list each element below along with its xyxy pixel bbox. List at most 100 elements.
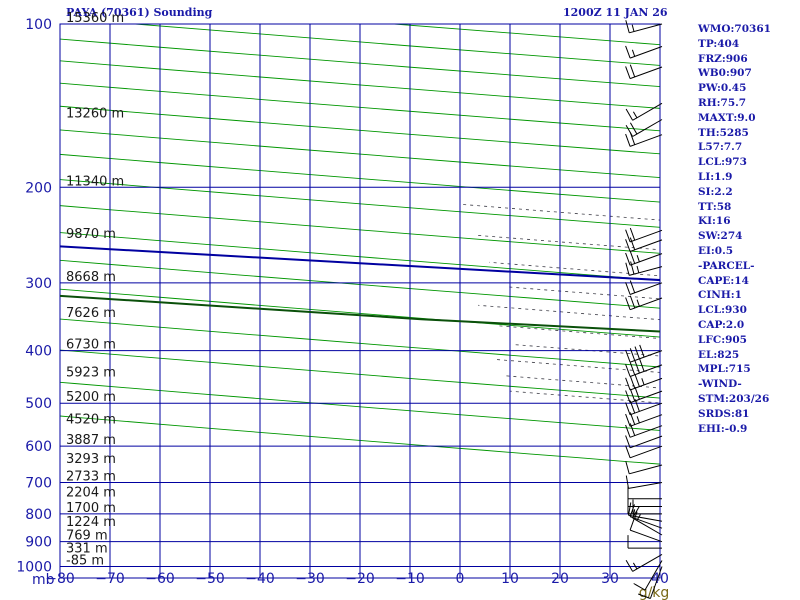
wind-barb-half-flag — [636, 299, 640, 307]
wind-barb-flag — [625, 66, 631, 79]
profile-lines — [60, 24, 800, 561]
wind-barb-half-flag — [631, 24, 635, 32]
temperature-tick-label: 20 — [551, 571, 569, 587]
wind-barb-flag — [634, 374, 640, 387]
wind-barb-half-flag — [634, 511, 638, 519]
wind-barb-staff — [629, 516, 663, 529]
wind-barb-flag — [625, 445, 631, 458]
wind-barb-flag — [639, 344, 645, 358]
sounding-index: TH:5285 — [698, 126, 749, 139]
dry-adiabats — [60, 24, 660, 465]
sounding-index: MAXT:9.0 — [698, 111, 756, 124]
sounding-index: SI:2.2 — [698, 185, 733, 198]
height-label: 15360 m — [66, 11, 124, 26]
wind-barb — [627, 535, 662, 549]
temperature-tick-label: 10 — [501, 571, 519, 587]
height-label: 8668 m — [66, 270, 116, 285]
wind-barb-flag — [629, 251, 636, 264]
sounding-index: MPL:715 — [698, 363, 751, 376]
wind-barb-staff — [629, 229, 663, 243]
height-label: 3887 m — [66, 433, 116, 448]
chart-title: PAYA (70361) Sounding — [66, 6, 213, 19]
wind-barb-half-flag — [636, 265, 640, 273]
wind-barb — [625, 20, 663, 34]
wind-barb — [625, 386, 663, 404]
sounding-index: WMO:70361 — [698, 23, 771, 35]
sounding-index: LI:1.9 — [698, 170, 733, 183]
wind-barb-staff — [629, 134, 663, 147]
wind-barb — [625, 435, 663, 449]
height-label: 4520 m — [66, 413, 116, 428]
sounding-index: -WIND- — [698, 378, 742, 391]
wind-barb-flag — [629, 122, 638, 135]
wind-barb-flag — [625, 262, 630, 276]
mixing-ratio-tick-labels: 0.10.20.61.02.03.05.010.020.0g/kg — [639, 585, 670, 600]
sounding-index: WB0:907 — [698, 67, 752, 80]
wind-barbs — [625, 20, 663, 599]
height-label: 769 m — [66, 529, 108, 544]
wind-barb-staff — [629, 414, 663, 427]
sounding-index: TT:58 — [698, 200, 732, 213]
height-label: 5923 m — [66, 365, 116, 380]
wind-barb — [638, 566, 663, 599]
wind-barb-flag — [625, 133, 631, 147]
wind-barb-flag — [625, 364, 631, 377]
wind-barb-flag — [639, 359, 645, 372]
height-label: 7626 m — [66, 306, 116, 321]
wind-barb — [625, 475, 663, 489]
wind-barb-staff — [629, 390, 663, 404]
pressure-tick-label: 600 — [25, 439, 52, 455]
pressure-tick-label: 300 — [25, 276, 52, 292]
wind-barb-staff — [629, 350, 663, 363]
sounding-index: PW:0.45 — [698, 82, 747, 95]
temperature-profile-line — [776, 24, 800, 561]
temperature-tick-label: −80 — [45, 571, 75, 587]
height-label: 5200 m — [66, 390, 116, 405]
wind-barb-flag — [625, 424, 631, 438]
wind-barb — [625, 64, 663, 80]
wind-barb — [629, 517, 663, 543]
wind-barb-half-flag — [641, 378, 645, 386]
temperature-tick-label: −70 — [95, 571, 125, 587]
wind-barb-half-flag — [631, 49, 636, 57]
pressure-tick-label: 500 — [25, 396, 52, 412]
sounding-index: LFC:905 — [698, 333, 747, 346]
height-label: 331 m — [66, 541, 108, 556]
wind-barb-flag — [629, 388, 636, 402]
wind-barb-half-flag — [632, 509, 636, 517]
wind-barb-flag — [625, 45, 631, 59]
wind-barb — [625, 374, 663, 391]
height-labels: 15360 m 13260 m 11340 m 9870 m 8668 m 7626 m 6… — [66, 11, 124, 569]
sounding-indices: WMO:70361 TP:404 FRZ:906 WB0:907 PW:0.45 RH:7… — [698, 22, 771, 436]
sounding-index: LCL:973 — [698, 156, 747, 169]
wind-barb — [625, 553, 663, 572]
temperature-tick-label: −50 — [195, 571, 225, 587]
wind-barb-flag — [625, 108, 634, 121]
temperature-tick-label: 30 — [601, 571, 619, 587]
pressure-tick-label: 900 — [25, 535, 52, 551]
wind-barb-flag — [629, 64, 636, 78]
wind-barb-flag — [625, 402, 631, 415]
sounding-index: -PARCEL- — [698, 259, 755, 272]
height-label: 6730 m — [66, 338, 116, 353]
dewpoint-profile-line — [60, 294, 660, 333]
wind-barb — [625, 261, 663, 276]
wind-barb-half-flag — [636, 416, 640, 424]
wind-barb — [625, 359, 663, 377]
sounding-index: STM:203/26 — [698, 392, 770, 405]
wind-barb-staff — [632, 119, 663, 137]
sounding-index: EL:825 — [698, 348, 740, 361]
sounding-index: L57:7.7 — [698, 141, 743, 154]
temperature-tick-label: −10 — [395, 571, 425, 587]
mixing-ratio-unit-label: g/kg — [639, 585, 670, 600]
wind-barb — [628, 502, 663, 522]
sounding-index: EI:0.5 — [698, 244, 734, 257]
wind-barb — [625, 119, 663, 137]
wind-barb-flag — [625, 377, 631, 391]
height-label: -85 m — [66, 554, 104, 569]
wind-barb-staff — [628, 482, 663, 489]
pressure-tick-label: 700 — [25, 476, 52, 492]
wind-barb-flag — [634, 386, 640, 400]
